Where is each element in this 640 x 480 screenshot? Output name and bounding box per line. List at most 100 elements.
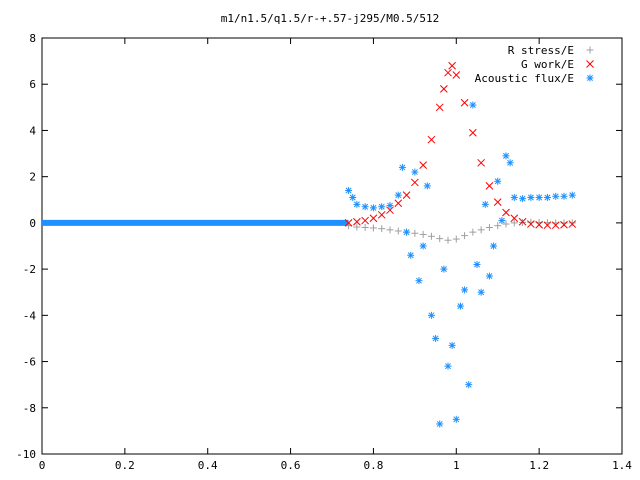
data-point	[527, 220, 535, 228]
data-point	[461, 286, 469, 294]
data-point	[394, 227, 402, 235]
y-tick-label: 4	[29, 124, 36, 137]
data-point	[452, 415, 460, 423]
data-point	[419, 230, 427, 238]
data-point	[469, 228, 477, 236]
data-point	[502, 208, 510, 217]
data-point	[423, 182, 431, 190]
data-point	[369, 224, 377, 232]
x-tick-label: 0.8	[363, 459, 383, 472]
data-point	[448, 61, 456, 70]
data-point	[436, 235, 444, 243]
y-tick-label: -2	[23, 263, 36, 276]
data-point	[344, 219, 353, 227]
x-tick-label: 0.6	[281, 459, 301, 472]
data-point	[510, 219, 518, 227]
legend-label: G work/E	[521, 58, 574, 71]
x-tick-label: 1	[453, 459, 460, 472]
data-point	[415, 277, 423, 285]
data-point	[535, 193, 543, 201]
data-point	[345, 187, 353, 195]
y-tick-label: -6	[23, 356, 36, 369]
data-point	[535, 220, 543, 229]
y-tick-label: 0	[29, 217, 36, 230]
data-point	[481, 200, 489, 208]
data-point	[543, 193, 551, 201]
data-point	[440, 84, 448, 93]
data-point	[411, 229, 419, 237]
data-point	[444, 68, 452, 77]
data-series	[42, 61, 577, 428]
data-point	[448, 341, 456, 349]
data-point	[394, 191, 402, 199]
data-point	[435, 103, 444, 112]
data-point	[510, 214, 519, 223]
data-point	[477, 226, 485, 234]
data-point	[361, 216, 369, 225]
y-tick-label: 6	[29, 78, 36, 91]
data-point	[369, 204, 377, 212]
data-point	[490, 242, 498, 250]
x-tick-label: 1.2	[529, 459, 549, 472]
data-point	[436, 420, 444, 428]
data-point	[361, 224, 369, 232]
data-point	[465, 381, 473, 389]
y-tick-label: -10	[16, 448, 36, 461]
data-point	[386, 226, 394, 234]
series-1	[344, 61, 577, 230]
data-point	[353, 217, 361, 226]
x-tick-label: 0.2	[115, 459, 135, 472]
data-point	[444, 362, 452, 370]
x-tick-label: 0.4	[198, 459, 218, 472]
series-2	[345, 101, 576, 428]
data-point	[419, 161, 427, 169]
data-point	[494, 177, 502, 185]
data-point	[502, 152, 510, 160]
data-point	[427, 311, 435, 319]
data-point	[440, 265, 448, 273]
axes: 0 0.2 0.4 0.6 0.8 1 1.2 1.4 -10 -8 -6 -4 -2 0 2 4 6 8	[16, 32, 632, 472]
data-point	[568, 220, 577, 228]
data-point	[398, 163, 406, 171]
data-point	[386, 202, 394, 210]
data-point	[552, 192, 560, 200]
data-point	[452, 71, 461, 79]
data-point	[527, 193, 535, 201]
x-tick-label: 1.4	[612, 459, 632, 472]
data-point	[485, 224, 493, 232]
data-point	[506, 159, 514, 167]
data-point	[407, 251, 415, 259]
data-point	[498, 217, 506, 225]
data-point	[473, 260, 481, 268]
y-tick-label: -8	[23, 402, 36, 415]
legend-label: Acoustic flux/E	[475, 72, 574, 85]
data-point	[369, 214, 378, 223]
data-point	[485, 182, 494, 190]
y-tick-label: 2	[29, 171, 36, 184]
data-point	[402, 191, 411, 200]
data-point	[456, 302, 464, 310]
data-point	[403, 228, 411, 236]
data-point	[543, 221, 552, 230]
data-point	[560, 192, 568, 200]
data-point	[411, 168, 419, 176]
legend-marker	[586, 74, 594, 82]
data-point	[469, 128, 477, 137]
data-point	[377, 210, 386, 219]
data-point	[452, 235, 460, 243]
data-point	[510, 193, 518, 201]
data-point	[494, 222, 502, 230]
data-point	[551, 221, 560, 230]
chart-title: m1/n1.5/q1.5/r-+.57-j295/M0.5/512	[221, 12, 440, 25]
data-point	[477, 158, 485, 167]
data-point	[394, 199, 403, 208]
data-point	[477, 288, 485, 296]
data-point	[519, 195, 527, 203]
data-point	[411, 178, 419, 187]
data-point	[493, 198, 502, 206]
data-point	[485, 272, 493, 280]
data-point	[353, 200, 361, 208]
legend-marker	[586, 60, 594, 68]
